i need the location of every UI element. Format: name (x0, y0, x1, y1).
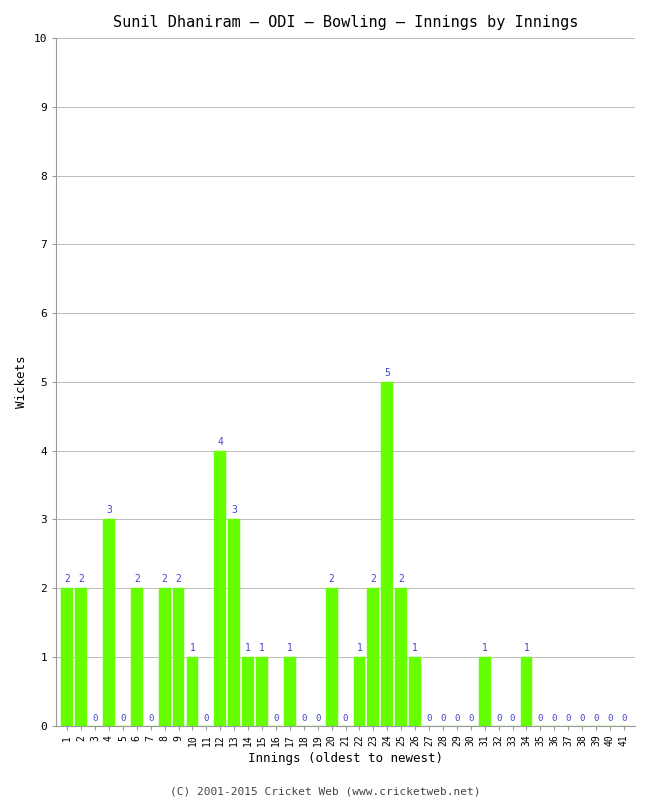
Text: 1: 1 (523, 642, 529, 653)
Bar (354, 657, 365, 726)
Text: 0: 0 (454, 714, 460, 723)
Text: 2: 2 (398, 574, 404, 584)
Text: 0: 0 (552, 714, 557, 723)
Text: 0: 0 (607, 714, 613, 723)
Bar (242, 657, 254, 726)
Bar (228, 519, 240, 726)
Text: 0: 0 (496, 714, 501, 723)
Text: 0: 0 (538, 714, 543, 723)
Text: 0: 0 (566, 714, 571, 723)
Bar (214, 450, 226, 726)
Text: 2: 2 (176, 574, 181, 584)
Text: 2: 2 (162, 574, 168, 584)
Text: 0: 0 (315, 714, 320, 723)
Text: (C) 2001-2015 Cricket Web (www.cricketweb.net): (C) 2001-2015 Cricket Web (www.cricketwe… (170, 786, 480, 796)
Bar (159, 588, 170, 726)
Text: 1: 1 (259, 642, 265, 653)
Text: 1: 1 (287, 642, 292, 653)
Bar (382, 382, 393, 726)
Bar (256, 657, 268, 726)
Bar (61, 588, 73, 726)
Title: Sunil Dhaniram – ODI – Bowling – Innings by Innings: Sunil Dhaniram – ODI – Bowling – Innings… (113, 15, 578, 30)
Bar (326, 588, 337, 726)
Text: 2: 2 (134, 574, 140, 584)
Text: 0: 0 (593, 714, 599, 723)
Bar (395, 588, 407, 726)
Text: 0: 0 (148, 714, 153, 723)
Text: 1: 1 (482, 642, 488, 653)
Bar (103, 519, 115, 726)
Text: 0: 0 (273, 714, 279, 723)
Bar (284, 657, 296, 726)
Text: 0: 0 (426, 714, 432, 723)
Bar (367, 588, 380, 726)
Text: 4: 4 (217, 437, 223, 446)
Text: 2: 2 (370, 574, 376, 584)
Bar (173, 588, 185, 726)
Text: 1: 1 (412, 642, 418, 653)
Text: 0: 0 (120, 714, 125, 723)
Text: 1: 1 (356, 642, 363, 653)
Text: 3: 3 (231, 506, 237, 515)
Text: 0: 0 (510, 714, 515, 723)
Text: 2: 2 (78, 574, 84, 584)
Text: 5: 5 (384, 368, 390, 378)
Bar (521, 657, 532, 726)
Text: 0: 0 (468, 714, 473, 723)
Text: 3: 3 (106, 506, 112, 515)
Text: 0: 0 (343, 714, 348, 723)
Y-axis label: Wickets: Wickets (15, 356, 28, 408)
Text: 0: 0 (621, 714, 627, 723)
Text: 0: 0 (301, 714, 307, 723)
Bar (75, 588, 87, 726)
Text: 0: 0 (440, 714, 446, 723)
Text: 1: 1 (245, 642, 251, 653)
Bar (131, 588, 143, 726)
Text: 0: 0 (92, 714, 98, 723)
Text: 2: 2 (64, 574, 70, 584)
Bar (410, 657, 421, 726)
Text: 1: 1 (190, 642, 196, 653)
Text: 0: 0 (579, 714, 585, 723)
Bar (479, 657, 491, 726)
Text: 2: 2 (329, 574, 335, 584)
Text: 0: 0 (203, 714, 209, 723)
Bar (187, 657, 198, 726)
X-axis label: Innings (oldest to newest): Innings (oldest to newest) (248, 752, 443, 765)
